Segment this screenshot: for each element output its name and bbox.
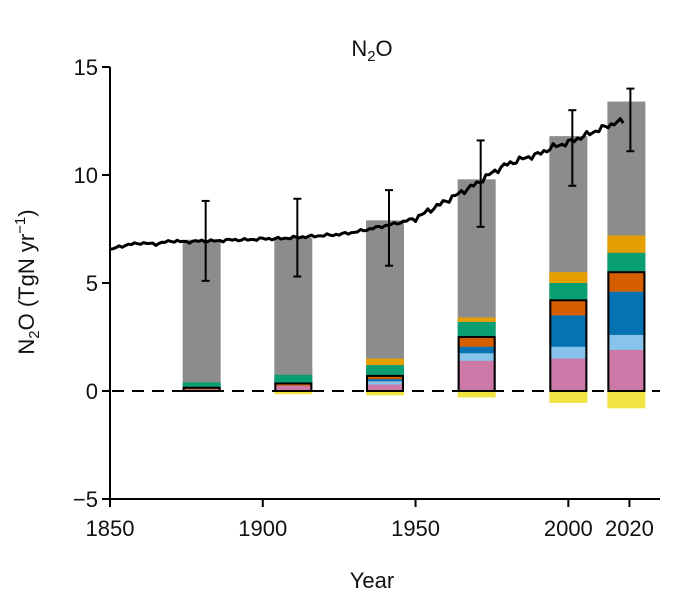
bar-4-segment-lightblue <box>549 346 588 359</box>
bar-2-segment-green <box>366 365 404 376</box>
bar-2-subtotal-box <box>366 374 404 393</box>
bar-5-segment-lightblue <box>607 334 646 350</box>
error-bars-layer <box>201 87 635 282</box>
bar-5-subtotal-box <box>607 271 646 393</box>
bar-5-segment-vermillion <box>607 272 646 292</box>
bar-1-negative-yellow <box>274 391 313 395</box>
bar-3-negative-yellow <box>457 391 496 398</box>
bar-3-segment-vermillion <box>457 337 496 347</box>
bar-3-segment-lightblue <box>457 353 496 361</box>
bar-4-negative-yellow <box>549 391 588 403</box>
bar-3-segment-blue <box>457 346 496 354</box>
bar-5-segment-pink <box>607 349 646 391</box>
bar-4-subtotal-box <box>549 299 588 392</box>
bar-4-segment-orange <box>549 272 588 283</box>
bar-1-segment-green <box>274 374 313 384</box>
bar-2-segment-lightblue <box>366 381 404 385</box>
bar-4-segment-blue <box>549 315 588 347</box>
n2o-time-series-line <box>109 117 625 251</box>
x-axis-title: Year <box>350 568 394 593</box>
y-tick-label-3: 10 <box>74 163 98 188</box>
x-tick-label-4: 2020 <box>605 516 654 541</box>
bar-2-segment-blue <box>366 379 404 382</box>
bar-2-negative-yellow <box>366 391 404 396</box>
y-tick-label-0: −5 <box>73 487 98 512</box>
bar-4-segment-vermillion <box>549 300 588 316</box>
bar-5-segment-orange <box>607 235 646 253</box>
bar-total-0 <box>182 239 221 391</box>
bar-3-segment-pink <box>457 360 496 391</box>
y-tick-label-4: 15 <box>74 55 98 80</box>
bar-2-segment-orange <box>366 358 404 366</box>
bar-1-segment-vermillion <box>274 383 313 386</box>
y-tick-label-2: 5 <box>86 271 98 296</box>
bar-4-segment-pink <box>549 358 588 391</box>
bar-2-segment-vermillion <box>366 375 404 380</box>
bar-5-negative-yellow <box>607 391 646 409</box>
bar-total-1 <box>274 237 313 391</box>
line-layer <box>109 117 625 251</box>
x-tick-label-1: 1900 <box>238 516 287 541</box>
bars-layer <box>182 101 646 409</box>
x-tick-label-2: 1950 <box>391 516 440 541</box>
x-tick-label-3: 2000 <box>544 516 593 541</box>
bar-5-segment-blue <box>607 291 646 335</box>
axes-layer: −5 0 5 10 15 1850 1900 1950 2000 2020 <box>73 55 660 541</box>
chart-title: N2O <box>351 36 392 65</box>
y-tick-label-1: 0 <box>86 379 98 404</box>
bar-2-segment-pink <box>366 384 404 391</box>
bar-3-segment-green <box>457 321 496 337</box>
bar-1-segment-pink <box>274 385 313 391</box>
bar-3-segment-orange <box>457 317 496 322</box>
x-tick-label-0: 1850 <box>86 516 135 541</box>
bar-4-segment-green <box>549 283 588 301</box>
bar-0-segment-green <box>182 382 221 388</box>
bar-5-segment-green <box>607 252 646 273</box>
y-axis-title: N2O (TgN yr−1) <box>12 209 43 354</box>
